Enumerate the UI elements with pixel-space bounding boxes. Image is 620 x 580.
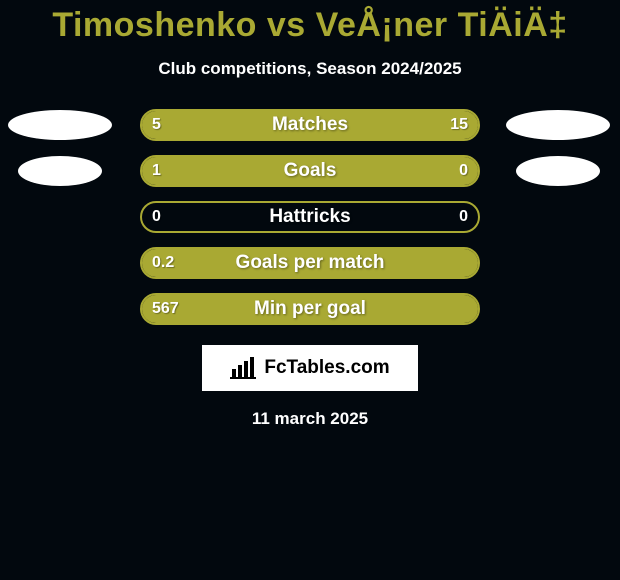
bar-track: 0.2Goals per match <box>140 247 480 279</box>
stat-row: 567Min per goal <box>0 293 620 325</box>
bar-label: Goals <box>142 157 478 185</box>
bar-label: Hattricks <box>142 203 478 231</box>
bar-label: Min per goal <box>142 295 478 323</box>
stats-chart: 515Matches 10Goals 00Hattricks 0.2Goals per… <box>0 109 620 325</box>
bar-track: 567Min per goal <box>140 293 480 325</box>
page-title: Timoshenko vs VeÅ¡ner TiÄiÄ‡ <box>0 0 620 45</box>
stat-row: 515Matches <box>0 109 620 141</box>
bar-label: Goals per match <box>142 249 478 277</box>
player-badge-right <box>506 110 610 140</box>
stat-row: 00Hattricks <box>0 201 620 233</box>
bar-track: 00Hattricks <box>140 201 480 233</box>
player-badge-left <box>18 156 102 186</box>
stat-row: 10Goals <box>0 155 620 187</box>
stat-row: 0.2Goals per match <box>0 247 620 279</box>
date-label: 11 march 2025 <box>0 409 620 429</box>
content-wrapper: Timoshenko vs VeÅ¡ner TiÄiÄ‡ Club compet… <box>0 0 620 580</box>
bar-track: 10Goals <box>140 155 480 187</box>
fctables-logo: FcTables.com <box>202 345 418 391</box>
logo-text: FcTables.com <box>264 357 389 379</box>
player-badge-right <box>516 156 600 186</box>
bar-track: 515Matches <box>140 109 480 141</box>
subtitle: Club competitions, Season 2024/2025 <box>0 59 620 79</box>
bar-chart-icon <box>230 357 258 379</box>
player-badge-left <box>8 110 112 140</box>
bar-label: Matches <box>142 111 478 139</box>
